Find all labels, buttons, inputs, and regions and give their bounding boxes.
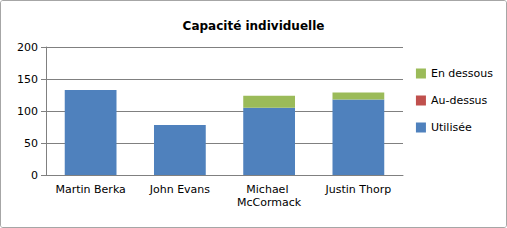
svg-text:150: 150 <box>17 73 38 86</box>
svg-text:50: 50 <box>24 137 38 150</box>
svg-text:Capacité individuelle: Capacité individuelle <box>183 19 325 33</box>
svg-text:200: 200 <box>17 41 38 54</box>
svg-text:En dessous: En dessous <box>431 67 493 80</box>
svg-text:McCormack: McCormack <box>237 196 302 209</box>
svg-text:Martin Berka: Martin Berka <box>55 183 125 196</box>
svg-text:John Evans: John Evans <box>149 183 211 196</box>
svg-text:0: 0 <box>31 169 38 182</box>
svg-text:Utilisée: Utilisée <box>431 121 472 134</box>
svg-text:100: 100 <box>17 105 38 118</box>
svg-text:Au-dessus: Au-dessus <box>431 94 488 107</box>
svg-text:Michael: Michael <box>246 183 292 196</box>
svg-text:Justin Thorp: Justin Thorp <box>325 183 392 196</box>
